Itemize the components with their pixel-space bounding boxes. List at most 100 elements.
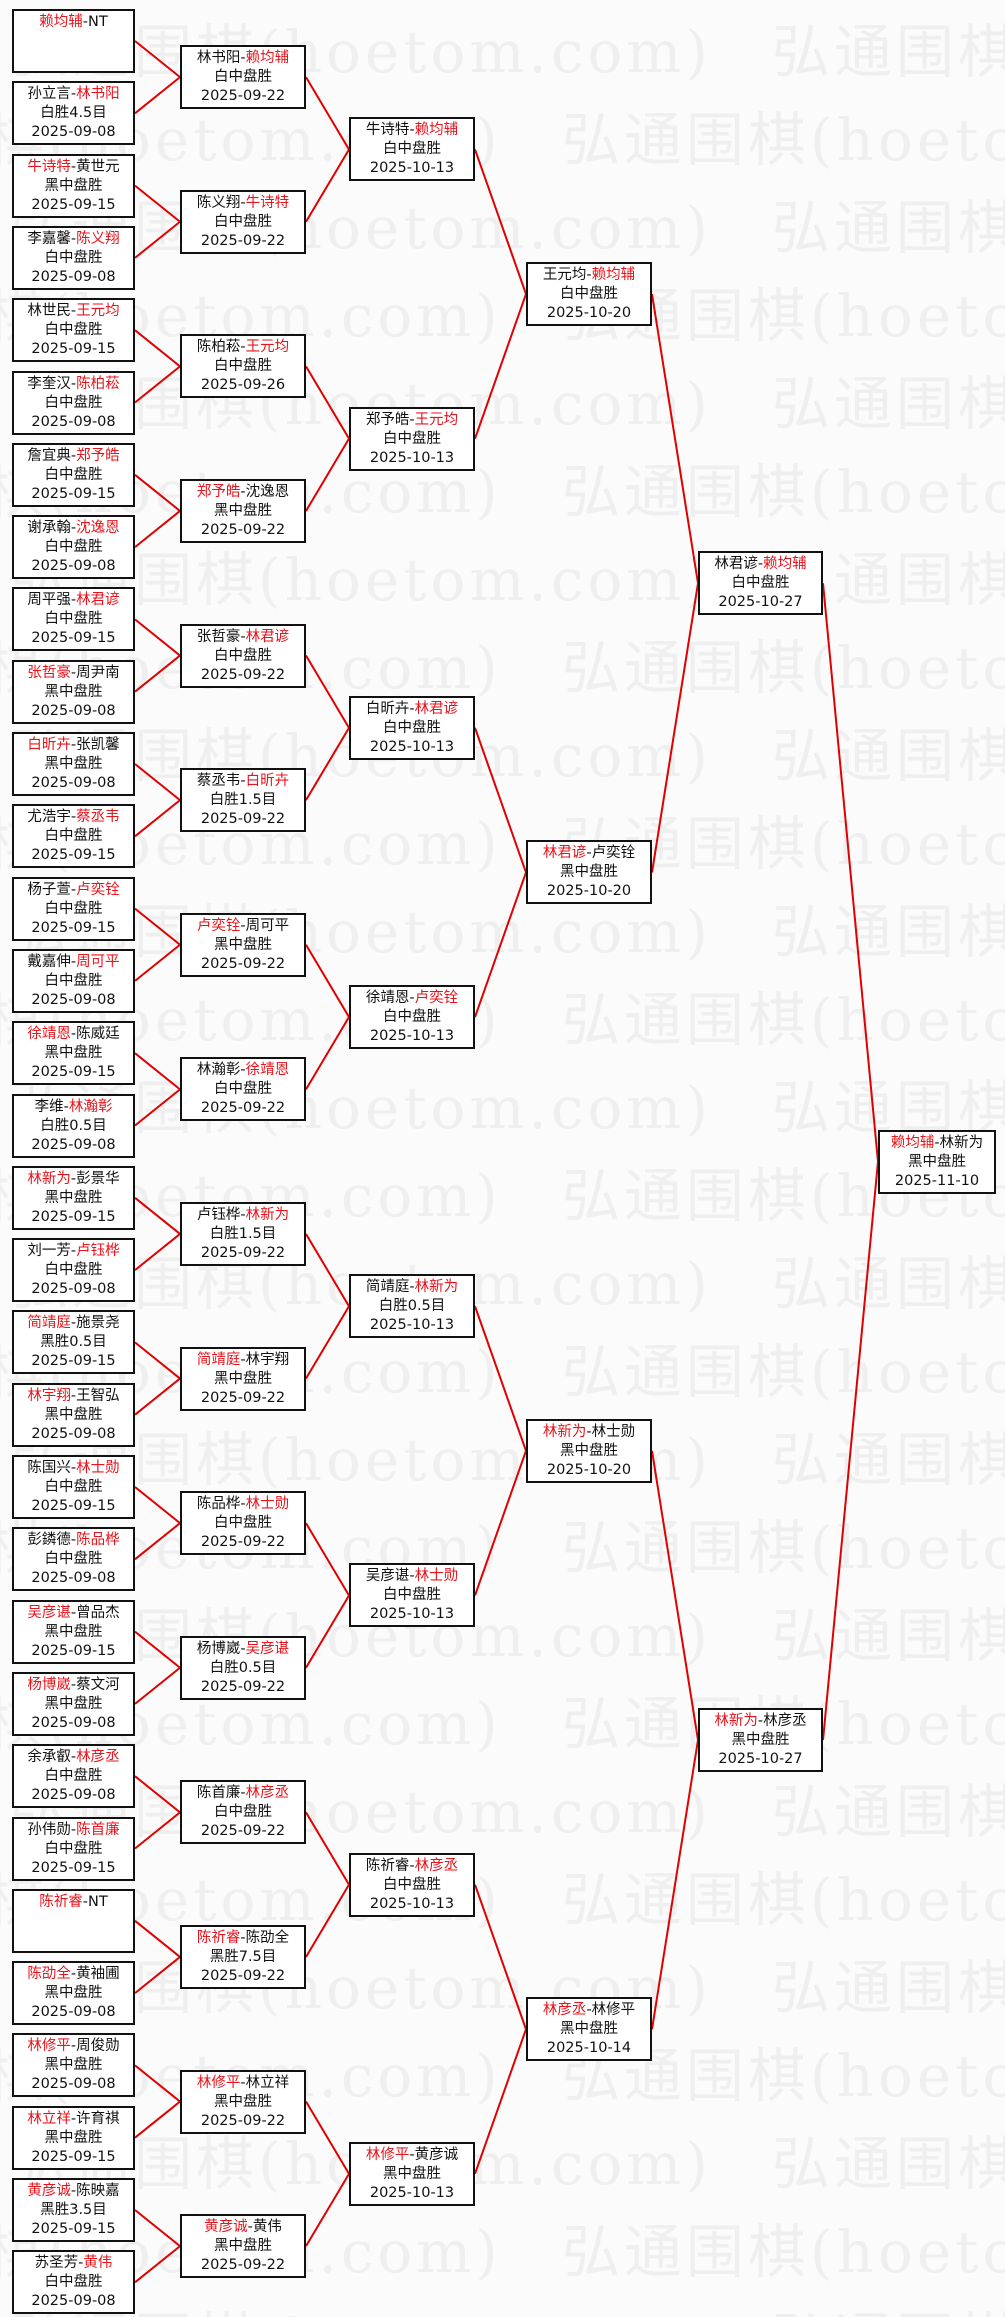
player-name[interactable]: 白昕卉 [365,700,410,717]
winner-name[interactable]: 林新为 [714,1713,758,1730]
match-box[interactable]: 林修平-周俊勋 黑中盘胜 2025-09-08 [12,2033,135,2098]
match-box[interactable]: 简靖庭-林新为 白胜0.5目 2025-10-13 [349,1274,475,1339]
player-name[interactable]: 周平强 [27,592,71,609]
player-name[interactable]: 余承叡 [27,1749,71,1766]
player-name[interactable]: 林君谚 [714,556,758,573]
match-box[interactable]: 卢奕铨-周可平 黑中盘胜 2025-09-22 [180,912,306,977]
player-name[interactable]: 陈威廷 [76,1026,120,1043]
winner-name[interactable]: 林立祥 [27,2110,71,2127]
player-name[interactable]: 杨子萱 [27,881,71,898]
player-name[interactable]: 刘一芳 [27,1243,71,1260]
match-box[interactable]: 谢承翰-沈逸恩 白中盘胜 2025-09-08 [12,515,135,580]
player-name[interactable]: 周俊勋 [76,2038,120,2055]
player-name[interactable]: 黄伟 [252,2219,282,2236]
player-name[interactable]: NT [88,14,108,30]
winner-name[interactable]: 林宇翔 [27,1387,71,1404]
match-box[interactable]: 黄彦诚-陈映嘉 黑胜3.5目 2025-09-15 [12,2178,135,2242]
player-name[interactable]: 施景尧 [76,1315,120,1332]
player-name[interactable]: 詹宜典 [27,447,71,464]
player-name[interactable]: 蔡丞韦 [196,773,241,790]
player-name[interactable]: 陈柏菘 [196,339,241,356]
player-name[interactable]: 周可平 [245,917,290,934]
player-name[interactable]: 李维 [34,1098,64,1115]
winner-name[interactable]: 牛诗特 [27,158,71,175]
match-box[interactable]: 陈品桦-林士勋 白中盘胜 2025-09-22 [180,1491,306,1556]
winner-name[interactable]: 陈义翔 [76,230,120,247]
winner-name[interactable]: 林士勋 [76,1460,120,1476]
winner-name[interactable]: 黄彦诚 [27,2183,71,2199]
match-box[interactable]: 徐靖恩-陈威廷 黑中盘胜 2025-09-15 [12,1021,135,1086]
match-box[interactable]: 孙立言-林书阳 白胜4.5目 2025-09-08 [12,81,135,146]
player-name[interactable]: 林彦丞 [763,1713,807,1730]
winner-name[interactable]: 吴彦谌 [27,1604,71,1621]
match-box[interactable]: 徐靖恩-卢奕铨 白中盘胜 2025-10-13 [349,985,475,1050]
match-box[interactable]: 郑予皓-沈逸恩 黑中盘胜 2025-09-22 [180,478,306,543]
match-box[interactable]: 张哲豪-林君谚 白中盘胜 2025-09-22 [180,623,306,688]
winner-name[interactable]: 林彦丞 [245,1785,290,1802]
match-box[interactable]: 李维-林瀚彰 白胜0.5目 2025-09-08 [12,1093,135,1158]
match-box[interactable]: 郑予皓-王元均 白中盘胜 2025-10-13 [349,406,475,471]
player-name[interactable]: 林宇翔 [245,1351,290,1368]
winner-name[interactable]: 陈祈睿 [39,1893,83,1910]
player-name[interactable]: 陈劭全 [245,1929,290,1946]
match-box[interactable]: 林书阳-赖均辅 白中盘胜 2025-09-22 [180,45,306,110]
match-box[interactable]: 简靖庭-林宇翔 黑中盘胜 2025-09-22 [180,1346,306,1411]
match-box[interactable]: 李奎汉-陈柏菘 白中盘胜 2025-09-08 [12,370,135,435]
player-name[interactable]: 林书阳 [196,50,241,67]
player-name[interactable]: 谢承翰 [27,520,71,537]
match-box[interactable]: 戴嘉伸-周可平 白中盘胜 2025-09-08 [12,948,135,1013]
winner-name[interactable]: 卢钰桦 [76,1243,120,1260]
match-box[interactable]: 林世民-王元均 白中盘胜 2025-09-15 [12,298,135,363]
match-box[interactable]: 林立祥-许育祺 黑中盘胜 2025-09-15 [12,2105,135,2170]
match-box[interactable]: 黄彦诚-黄伟 黑中盘胜 2025-09-22 [180,2214,306,2279]
winner-name[interactable]: 徐靖恩 [245,1062,290,1079]
match-box[interactable]: 林君谚-赖均辅 白中盘胜 2025-10-27 [698,551,823,616]
winner-name[interactable]: 林新为 [27,1170,71,1187]
match-box[interactable]: 尤浩宇-蔡丞韦 白中盘胜 2025-09-15 [12,804,135,869]
match-box[interactable]: 蔡丞韦-白昕卉 白胜1.5目 2025-09-22 [180,768,306,833]
match-box[interactable]: 周平强-林君谚 白中盘胜 2025-09-15 [12,587,135,652]
winner-name[interactable]: 牛诗特 [245,194,290,211]
winner-name[interactable]: 白昕卉 [27,737,71,753]
winner-name[interactable]: 林新为 [245,1206,290,1223]
player-name[interactable]: 李奎汉 [27,375,71,392]
player-name[interactable]: 彭景华 [76,1170,120,1187]
winner-name[interactable]: 林修平 [365,2146,410,2163]
winner-name[interactable]: 黄彦诚 [204,2219,248,2236]
match-box[interactable]: 余承叡-林彦丞 白中盘胜 2025-09-08 [12,1744,135,1809]
match-box[interactable]: 彭鏻德-陈品桦 白中盘胜 2025-09-08 [12,1527,135,1592]
winner-name[interactable]: 林君谚 [245,628,290,645]
player-name[interactable]: 苏圣芳 [34,2255,79,2272]
match-box[interactable]: 王元均-赖均辅 白中盘胜 2025-10-20 [526,262,652,327]
player-name[interactable]: 卢奕铨 [591,845,636,862]
player-name[interactable]: 卢钰桦 [196,1206,241,1223]
winner-name[interactable]: 赖均辅 [763,556,807,573]
winner-name[interactable]: 林修平 [196,2074,241,2091]
winner-name[interactable]: 林士勋 [414,1568,459,1585]
winner-name[interactable]: 简靖庭 [196,1351,241,1368]
player-name[interactable]: 陈祈睿 [365,1857,410,1874]
winner-name[interactable]: 陈祈睿 [196,1929,241,1946]
player-name[interactable]: 牛诗特 [365,122,410,139]
match-box[interactable]: 吴彦谌-曾品杰 黑中盘胜 2025-09-15 [12,1599,135,1664]
player-name[interactable]: 陈义翔 [196,194,241,211]
player-name[interactable]: NT [88,1893,108,1910]
match-box[interactable]: 杨子萱-卢奕铨 白中盘胜 2025-09-15 [12,876,135,941]
match-box[interactable]: 赖均辅-NT [12,9,135,73]
match-box[interactable]: 刘一芳-卢钰桦 白中盘胜 2025-09-08 [12,1238,135,1303]
match-box[interactable]: 林宇翔-王智弘 黑中盘胜 2025-09-08 [12,1382,135,1447]
winner-name[interactable]: 林新为 [542,1423,587,1440]
winner-name[interactable]: 林新为 [414,1279,459,1296]
match-box[interactable]: 苏圣芳-黄伟 白中盘胜 2025-09-08 [12,2250,135,2315]
player-name[interactable]: 周尹南 [76,664,120,681]
match-box[interactable]: 杨博崴-蔡文河 黑中盘胜 2025-09-08 [12,1671,135,1736]
winner-name[interactable]: 赖均辅 [245,50,290,67]
player-name[interactable]: 彭鏻德 [27,1532,71,1549]
winner-name[interactable]: 陈首廉 [76,1821,120,1838]
match-box[interactable]: 牛诗特-赖均辅 白中盘胜 2025-10-13 [349,117,475,182]
match-box[interactable]: 简靖庭-施景尧 黑胜0.5目 2025-09-15 [12,1310,135,1375]
winner-name[interactable]: 王元均 [245,339,290,356]
player-name[interactable]: 王元均 [542,267,587,284]
player-name[interactable]: 曾品杰 [76,1604,120,1621]
match-box[interactable]: 赖均辅-林新为 黑中盘胜 2025-11-10 [878,1129,996,1194]
